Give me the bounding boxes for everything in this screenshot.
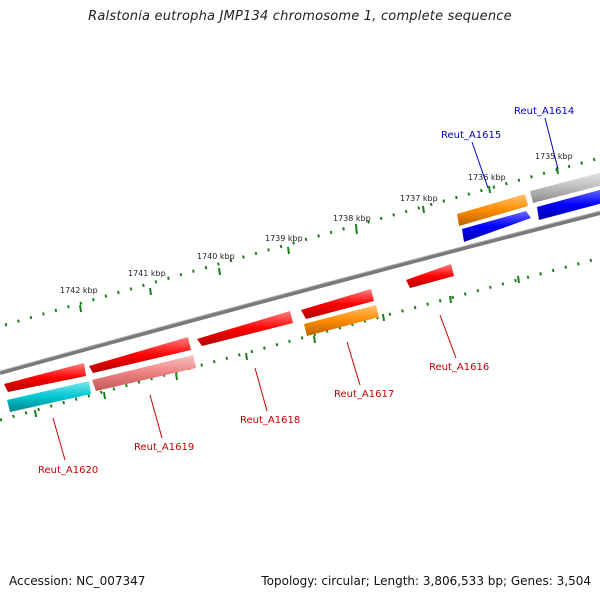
forward-strand-genes: [457, 172, 600, 242]
scale-labels: 1735 kbp 1736 kbp 1737 kbp 1738 kbp 1739…: [60, 152, 573, 295]
scale-label-1741: 1741 kbp: [128, 269, 166, 278]
gene-reut-a1615[interactable]: [462, 211, 531, 242]
gene-reut-a1615-orange[interactable]: [457, 194, 528, 226]
outer-scale-track: [4, 156, 600, 327]
leader-reut-a1615: [471, 141, 489, 189]
major-tick: [449, 295, 452, 304]
gene-reut-a1616[interactable]: [406, 264, 454, 288]
scale-label-1739: 1739 kbp: [265, 234, 303, 243]
label-reut-a1617[interactable]: Reut_A1617: [334, 389, 394, 400]
label-reut-a1620[interactable]: Reut_A1620: [38, 465, 98, 476]
inner-scale-track: [0, 256, 600, 422]
genome-summary-text: Topology: circular; Length: 3,806,533 bp…: [261, 574, 591, 588]
gene-reut-a1619-red[interactable]: [89, 337, 191, 373]
scale-label-1737: 1737 kbp: [400, 194, 438, 203]
leader-reut-a1619: [149, 394, 163, 439]
major-tick: [355, 226, 358, 235]
gene-reut-a1618[interactable]: [197, 311, 293, 346]
chromosome-backbone: [0, 210, 600, 375]
map-title: Ralstonia eutropha JMP134 chromosome 1, …: [88, 9, 512, 24]
scale-label-1742: 1742 kbp: [60, 286, 98, 295]
major-tick: [382, 313, 385, 322]
gene-reut-a1617-red[interactable]: [301, 289, 374, 319]
gene-reut-a1620[interactable]: [7, 381, 91, 412]
major-tick: [149, 287, 152, 296]
gene-reut-a1620-red[interactable]: [4, 363, 86, 392]
major-tick: [218, 267, 221, 276]
major-tick: [79, 304, 82, 313]
label-reut-a1618[interactable]: Reut_A1618: [240, 415, 300, 426]
gene-labels: Reut_A1614 Reut_A1615 Reut_A1616 Reut_A1…: [38, 106, 574, 476]
major-tick: [287, 246, 290, 255]
scale-label-1740: 1740 kbp: [197, 252, 235, 261]
major-tick: [488, 185, 491, 194]
leader-reut-a1620: [52, 417, 66, 461]
major-tick: [175, 372, 178, 381]
label-reut-a1614[interactable]: Reut_A1614: [514, 106, 574, 117]
major-tick: [517, 275, 520, 284]
major-tick: [556, 166, 559, 175]
gene-reut-a1619[interactable]: [92, 355, 196, 391]
scale-label-1736: 1736 kbp: [468, 173, 506, 182]
label-reut-a1615[interactable]: Reut_A1615: [441, 130, 501, 141]
gene-reut-a1614-gray[interactable]: [530, 172, 600, 203]
major-tick: [313, 335, 316, 344]
major-tick: [34, 409, 37, 418]
leader-reut-a1616: [439, 314, 457, 359]
reverse-strand-genes: [4, 264, 454, 412]
accession-text: Accession: NC_007347: [9, 574, 146, 588]
major-tick: [245, 352, 248, 361]
leader-reut-a1614: [544, 117, 559, 170]
gene-reut-a1617[interactable]: [304, 305, 379, 336]
leader-reut-a1618: [254, 367, 268, 412]
label-reut-a1616[interactable]: Reut_A1616: [429, 362, 489, 373]
label-reut-a1619[interactable]: Reut_A1619: [134, 442, 194, 453]
scale-label-1735: 1735 kbp: [535, 152, 573, 161]
major-tick: [103, 391, 106, 400]
gene-reut-a1614[interactable]: [537, 189, 600, 220]
leader-reut-a1617: [346, 341, 361, 386]
scale-label-1738: 1738 kbp: [333, 214, 371, 223]
major-tick: [422, 205, 425, 214]
label-leaders: [52, 117, 559, 461]
